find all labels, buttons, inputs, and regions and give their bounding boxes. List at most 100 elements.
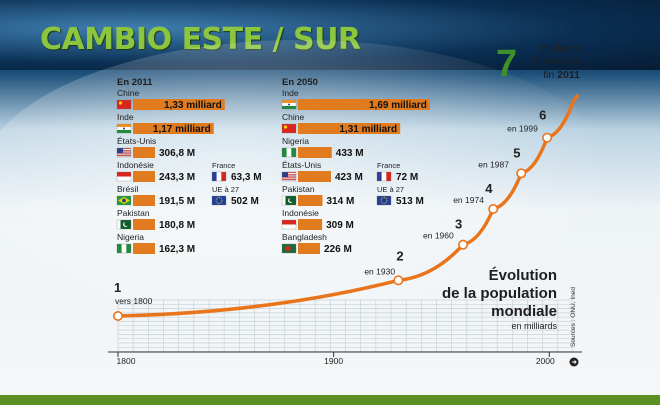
population-bar	[133, 123, 214, 134]
usa-flag-icon	[281, 171, 297, 182]
arrow-icon	[572, 360, 577, 364]
chart-unit: en milliards	[511, 321, 557, 331]
milestone-point	[542, 132, 553, 143]
population-value: 180,8 M	[159, 220, 195, 231]
milestone-label: en 1960	[423, 231, 454, 241]
country-name: Chine	[117, 88, 139, 98]
population-bar	[298, 195, 323, 206]
milestone-point	[113, 310, 124, 321]
population-value: 309 M	[326, 220, 354, 231]
milestone-point	[488, 204, 499, 215]
country-name: Nigeria	[117, 232, 144, 242]
country-name: UE à 27	[377, 185, 404, 194]
pakistan-flag-icon	[281, 195, 297, 206]
badge-number: 7	[496, 43, 517, 85]
population-bar	[298, 99, 430, 110]
country-name: France	[212, 161, 235, 170]
population-value: 243,3 M	[159, 172, 195, 183]
pakistan-flag-icon	[116, 219, 132, 230]
x-tick-label: 2000	[536, 356, 555, 366]
india-flag-icon	[116, 123, 132, 134]
population-bar	[298, 147, 332, 158]
population-value: 513 M	[396, 196, 424, 207]
france-flag-icon	[376, 171, 392, 182]
population-bar	[298, 219, 323, 230]
milestone-label: en 1974	[453, 195, 484, 205]
population-bar	[133, 195, 155, 206]
indonesia-flag-icon	[116, 171, 132, 182]
china-flag-icon	[116, 99, 132, 110]
population-bar	[133, 219, 155, 230]
milestone-number: 5	[513, 145, 520, 160]
population-value: 502 M	[231, 196, 259, 207]
population-bar	[133, 243, 155, 254]
population-value: 423 M	[335, 172, 363, 183]
population-value: 314 M	[326, 196, 354, 207]
country-name: Brésil	[117, 184, 138, 194]
country-name: Pakistan	[117, 208, 150, 218]
population-value: 306,8 M	[159, 148, 195, 159]
milestone-label: en 1987	[478, 159, 509, 169]
milestone-label: en 1999	[507, 124, 538, 134]
badge-line3-year: 2011	[557, 69, 580, 81]
usa-flag-icon	[116, 147, 132, 158]
population-value: 1,33 milliard	[164, 100, 222, 111]
country-name: Nigeria	[282, 136, 309, 146]
milestone-point	[516, 168, 527, 179]
china-flag-icon	[281, 123, 297, 134]
chart-title-line2: de la population	[442, 285, 557, 302]
country-name: États-Unis	[282, 160, 321, 170]
country-name: Bangladesh	[282, 232, 327, 242]
badge-line3-prefix: fin	[543, 69, 557, 81]
brazil-flag-icon	[116, 195, 132, 206]
country-name: Pakistan	[282, 184, 315, 194]
population-value: 433 M	[336, 148, 364, 159]
india-flag-icon	[281, 99, 297, 110]
chart-title-line1: Évolution	[489, 267, 557, 284]
nigeria-flag-icon	[281, 147, 297, 158]
population-value: 191,5 M	[159, 196, 195, 207]
badge-line3: fin 2011	[543, 69, 580, 81]
population-value: 63,3 M	[231, 172, 262, 183]
milestone-number: 1	[114, 280, 121, 295]
milestone-number: 2	[396, 248, 403, 263]
country-name: Inde	[282, 88, 299, 98]
milestone-point	[458, 239, 469, 250]
population-value: 1,69 milliard	[369, 100, 427, 111]
population-bar	[133, 171, 155, 182]
population-value: 72 M	[396, 172, 418, 183]
population-bar	[298, 243, 320, 254]
country-name: France	[377, 161, 400, 170]
population-value: 226 M	[324, 244, 352, 255]
footer-bar	[0, 395, 660, 405]
source-note: Sources : ONU, Ined	[570, 287, 577, 347]
milestone-point	[393, 275, 404, 286]
population-bar	[298, 171, 331, 182]
milestone-number: 6	[539, 108, 546, 123]
country-name: Indonésie	[117, 160, 154, 170]
panel-heading: En 2011	[117, 77, 153, 88]
eu-flag-icon	[211, 195, 227, 206]
badge-line2: d'humains	[532, 55, 580, 67]
country-name: Chine	[282, 112, 304, 122]
chart-grid	[117, 299, 574, 352]
milestone-label: en 1930	[364, 266, 395, 276]
x-tick-label: 1800	[117, 356, 136, 366]
x-tick-label: 1900	[324, 356, 343, 366]
population-bar	[133, 147, 155, 158]
indonesia-flag-icon	[281, 219, 297, 230]
country-name: États-Unis	[117, 136, 156, 146]
population-bar	[298, 123, 401, 134]
country-name: Inde	[117, 112, 134, 122]
milestone-number: 3	[455, 217, 462, 232]
milestone-label: vers 1800	[115, 296, 153, 306]
population-value: 1,17 milliard	[153, 124, 211, 135]
panel-heading: En 2050	[282, 77, 318, 88]
nigeria-flag-icon	[116, 243, 132, 254]
